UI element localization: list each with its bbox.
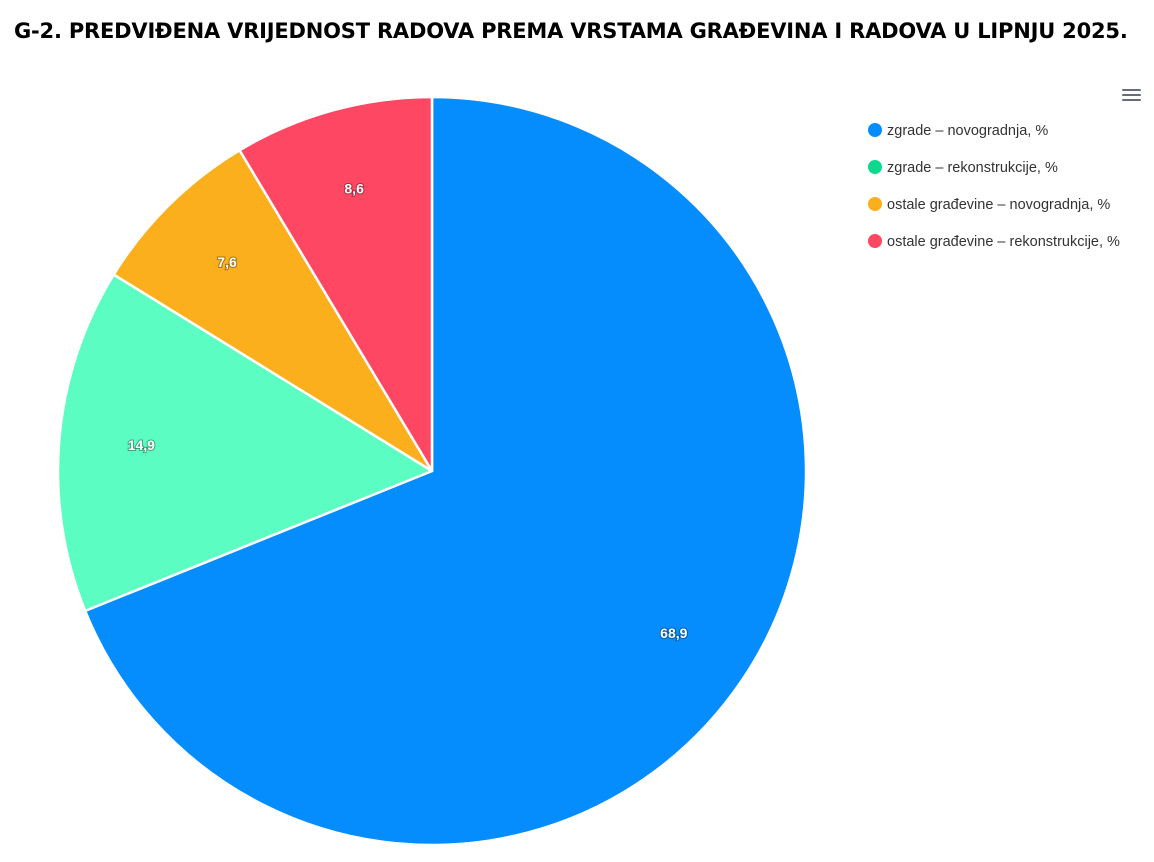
legend-marker [868,197,882,211]
pie-chart: 68,9 14,9 7,6 8,6 [56,95,808,847]
chart-legend: zgrade – novogradnja, % zgrade – rekonst… [866,121,1150,269]
legend-item-zgrade-novogradnja[interactable]: zgrade – novogradnja, % [866,121,1150,158]
legend-marker [868,123,882,137]
pie-slice[interactable] [56,273,434,613]
pie-slice[interactable] [83,95,808,847]
menu-line [1122,94,1141,96]
legend-marker [868,160,882,174]
legend-label: zgrade – novogradnja, % [887,123,1049,139]
legend-item-ostale-novogradnja[interactable]: ostale građevine – novogradnja, % [866,195,1150,232]
menu-line [1122,99,1141,101]
slice-data-label: 8,6 [344,181,364,197]
chart-title: G-2. PREDVIĐENA VRIJEDNOST RADOVA PREMA … [14,19,1128,43]
pie-slice[interactable] [238,95,434,473]
hamburger-menu-icon[interactable] [1120,86,1144,106]
slice-data-label: 14,9 [128,437,155,453]
legend-marker [868,234,882,248]
slice-data-label: 7,6 [217,254,237,270]
legend-label: zgrade – rekonstrukcije, % [887,160,1058,176]
slice-data-label: 68,9 [660,625,687,641]
legend-item-ostale-rekonstrukcije[interactable]: ostale građevine – rekonstrukcije, % [866,232,1150,269]
menu-line [1122,89,1141,91]
legend-label: ostale građevine – rekonstrukcije, % [887,234,1120,250]
legend-item-zgrade-rekonstrukcije[interactable]: zgrade – rekonstrukcije, % [866,158,1150,195]
legend-label: ostale građevine – novogradnja, % [887,197,1111,213]
pie-slice[interactable] [112,149,434,473]
